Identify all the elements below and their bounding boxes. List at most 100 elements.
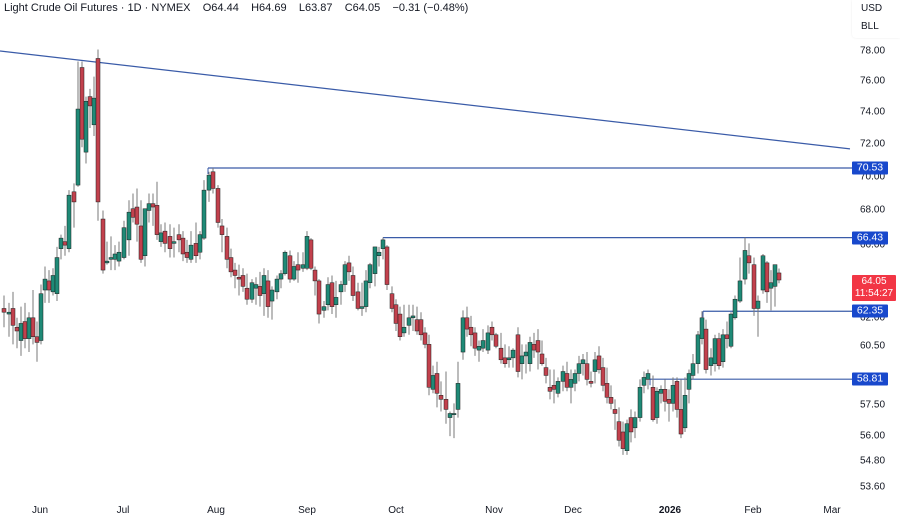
candle-down [134, 188, 140, 242]
candle-up [253, 277, 259, 305]
exchange: NYMEX [151, 2, 191, 14]
candle-up [66, 190, 72, 253]
candle-down [551, 369, 557, 404]
y-tick-label: 66.00 [860, 239, 886, 251]
candle-up [572, 369, 578, 392]
candle-up [695, 331, 701, 374]
candle-down [389, 286, 395, 313]
candle-down [240, 268, 246, 292]
y-tick-label: 57.50 [860, 399, 886, 411]
y-tick-label: 70.00 [860, 171, 886, 183]
last-price: 64.05 [861, 275, 887, 287]
candle-up [201, 180, 207, 240]
candle-down [130, 193, 136, 223]
candle-down [184, 239, 190, 263]
candle-up [768, 270, 774, 311]
unit-selector[interactable]: USD BLL [852, 0, 900, 38]
candle-up [658, 385, 664, 404]
candle-up [363, 270, 369, 313]
candle-down [265, 270, 271, 318]
candle-down [535, 329, 541, 370]
open-value: O64.44 [202, 2, 239, 14]
sep: · [120, 2, 128, 14]
candle-down [418, 312, 424, 341]
unit-label[interactable]: BLL [861, 21, 879, 32]
candle-up [206, 171, 212, 202]
candle-up [171, 227, 177, 258]
candle-down [232, 262, 238, 289]
candle-down [244, 273, 250, 305]
y-tick-label: 76.00 [860, 75, 886, 87]
candle-up [38, 284, 44, 345]
candle-down [608, 385, 614, 410]
candle-down [215, 185, 221, 228]
symbol-name[interactable]: Light Crude Oil Futures [4, 2, 118, 14]
candle-up [291, 261, 297, 281]
candle-up [26, 312, 32, 353]
candle-down [154, 181, 160, 240]
y-tick-label: 74.00 [860, 106, 886, 118]
candle-up [772, 264, 778, 307]
y-tick-label: 54.80 [860, 455, 886, 467]
candle-up [447, 411, 453, 437]
candle-down [1, 295, 7, 328]
candle-up [485, 325, 491, 354]
level-price-tag: 66.43 [852, 231, 888, 245]
candle-down [564, 361, 570, 392]
candle-up [699, 311, 705, 345]
candles [1, 49, 782, 455]
candle-down [384, 245, 390, 291]
candle-down [612, 399, 618, 430]
candle-down [584, 352, 590, 386]
candle-down [620, 421, 626, 455]
candle-down [751, 257, 757, 316]
candle-up [321, 301, 327, 318]
candle-down [776, 268, 782, 284]
candle-down [666, 389, 672, 422]
candle-up [342, 261, 348, 292]
candle-up [728, 312, 734, 349]
candle-down [588, 371, 594, 388]
candle-down [434, 361, 440, 408]
last-price-tag: 64.05 11:54:27 [852, 274, 896, 301]
candle-up [104, 241, 110, 265]
candle-down [46, 270, 52, 303]
candle-down [350, 266, 356, 302]
candle-up [380, 237, 386, 260]
candle-up [654, 387, 660, 424]
candle-up [523, 344, 529, 374]
candle-up [430, 365, 436, 394]
low-value: L63.87 [298, 2, 333, 14]
candle-down [257, 271, 263, 307]
candle-up [641, 371, 647, 394]
candle-down [422, 327, 428, 349]
candle-up [637, 379, 643, 422]
bar-countdown: 11:54:27 [854, 287, 894, 299]
x-tick-label: Jun [31, 505, 49, 516]
descending-trendline[interactable] [0, 50, 851, 150]
y-tick-label: 72.00 [860, 138, 886, 150]
candle-down [464, 306, 470, 337]
candle-up [75, 61, 81, 187]
candle-down [210, 167, 216, 194]
candle-down [397, 306, 403, 341]
candle-up [42, 266, 48, 303]
candle-down [539, 340, 545, 366]
candle-up [108, 236, 114, 271]
currency-label[interactable]: USD [861, 3, 883, 14]
candle-up [269, 286, 275, 320]
candle-up [376, 246, 382, 267]
candle-down [308, 238, 314, 271]
candle-up [451, 403, 457, 439]
candle-up [50, 268, 56, 296]
candle-down [426, 334, 432, 396]
candle-up [325, 277, 331, 311]
candle-down [295, 252, 301, 283]
candle-up [455, 361, 461, 418]
candle-up [755, 295, 761, 337]
candle-up [460, 310, 466, 360]
candle-down [224, 227, 230, 269]
candle-down [167, 224, 173, 258]
candle-down [438, 381, 444, 412]
